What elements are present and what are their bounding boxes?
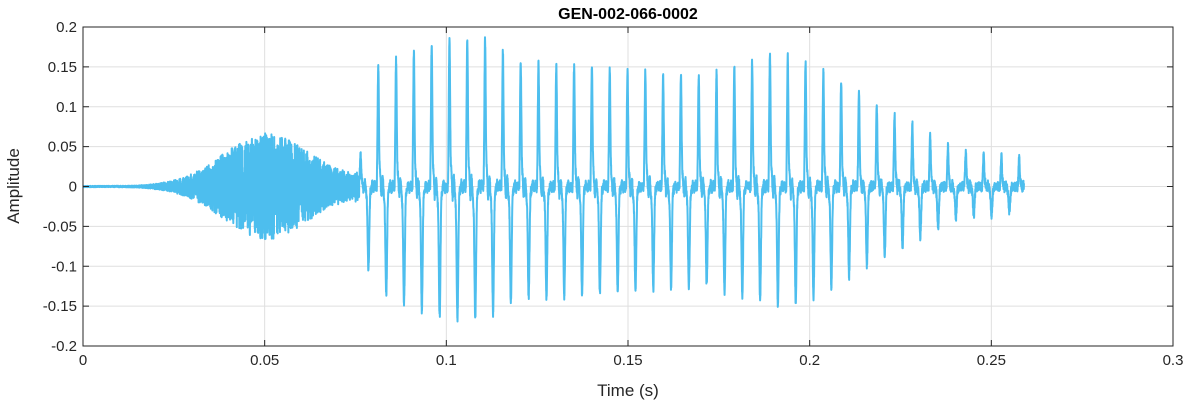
y-tick-label: -0.05 <box>43 218 77 235</box>
y-tick-label: -0.15 <box>43 298 77 315</box>
y-tick-label: 0.15 <box>48 59 77 76</box>
y-tick-label: 0 <box>69 179 77 196</box>
x-tick-label: 0.1 <box>436 352 457 369</box>
x-tick-label: 0 <box>79 352 87 369</box>
waveform-line <box>83 36 1025 323</box>
x-tick-label: 0.3 <box>1163 352 1184 369</box>
x-tick-label: 0.25 <box>977 352 1006 369</box>
y-tick-label: 0.1 <box>56 99 77 116</box>
chart-title: GEN-002-066-0002 <box>558 6 698 23</box>
series-layer <box>83 36 1025 323</box>
x-tick-label: 0.05 <box>250 352 279 369</box>
y-tick-label: -0.2 <box>51 338 77 355</box>
y-tick-label: 0.05 <box>48 139 77 156</box>
y-axis: -0.2 -0.15 -0.1 -0.05 0 0.05 0.1 0.15 0.2 <box>43 19 1173 355</box>
x-axis: 0 0.05 0.1 0.15 0.2 0.25 0.3 <box>79 27 1184 369</box>
x-axis-label: Time (s) <box>597 381 659 400</box>
x-tick-label: 0.15 <box>613 352 642 369</box>
y-tick-label: 0.2 <box>56 19 77 36</box>
x-tick-label: 0.2 <box>799 352 820 369</box>
y-axis-label: Amplitude <box>4 148 23 224</box>
y-tick-label: -0.1 <box>51 258 77 275</box>
